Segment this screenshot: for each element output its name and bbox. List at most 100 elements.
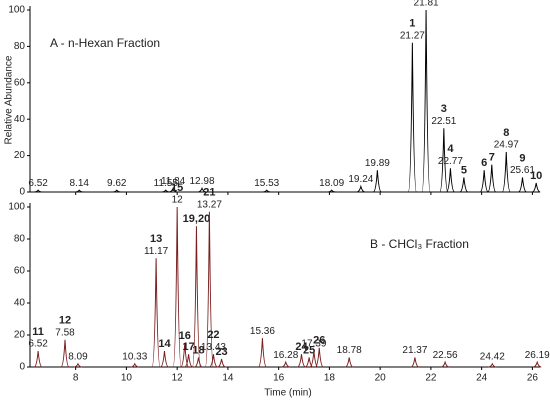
peak [407, 42, 417, 193]
y-tick-label: 80 [14, 234, 26, 245]
peak-time-label: 12 [172, 195, 184, 206]
peak-number: 11 [32, 326, 44, 338]
peak-number: 25 [303, 344, 315, 356]
peak-time-label: 6.52 [28, 178, 48, 189]
panel-title: A - n-Hexan Fraction [50, 36, 160, 50]
x-tick-label: 18 [324, 373, 336, 384]
peak-number: 1 [409, 18, 415, 30]
peak-number: 3 [441, 103, 447, 115]
peak [75, 189, 84, 193]
y-tick-label: 100 [8, 5, 25, 16]
peak [191, 226, 201, 368]
peak-number: 22 [207, 329, 219, 341]
peak-time-label: 22.77 [438, 156, 463, 167]
peak-number: 13 [150, 233, 162, 245]
y-tick-label: 20 [14, 150, 26, 161]
y-tick-label: 60 [14, 266, 26, 277]
peak [169, 187, 178, 193]
y-tick-label: 40 [14, 114, 26, 125]
x-tick-label: 26 [527, 373, 539, 384]
peak-number: 23 [215, 346, 227, 358]
peak-time-label: 22.51 [431, 116, 456, 127]
y-axis-label: Relative Abundance [4, 55, 15, 144]
peak [172, 206, 182, 368]
peak [112, 189, 121, 193]
peak [33, 350, 43, 368]
peak [327, 189, 336, 193]
peak-number: 17 [182, 341, 194, 353]
peak [533, 360, 542, 368]
peak [34, 189, 43, 193]
y-tick-label: 60 [14, 77, 26, 88]
x-tick-label: 16 [273, 373, 285, 384]
peak-time-label: 13.43 [201, 342, 226, 353]
peak-time-label: 11.55 [154, 178, 179, 189]
peak-time-label: 25.61 [510, 165, 535, 176]
peak [446, 168, 455, 193]
y-tick-label: 100 [8, 202, 25, 213]
peak-time-label: 15.36 [250, 326, 275, 337]
peak [459, 177, 469, 193]
y-tick-label: 0 [19, 362, 25, 373]
peak [262, 189, 271, 193]
peak-number: 21 [203, 187, 215, 199]
x-tick-label: 10 [121, 373, 133, 384]
peak-time-label: 21.27 [400, 30, 425, 41]
peak-time-label: 8.14 [69, 178, 89, 189]
peak-time-label: 7.58 [55, 327, 75, 338]
peak-number: 5 [461, 164, 467, 176]
peak-time-label: 8.09 [68, 351, 88, 362]
peak-time-label: 15.53 [254, 178, 279, 189]
peak-number: 6 [481, 157, 487, 169]
peak [441, 360, 450, 368]
x-tick-label: 24 [476, 373, 488, 384]
peak [151, 258, 161, 368]
peak-time-label: 17.39 [301, 339, 326, 350]
x-tick-label: 8 [73, 373, 79, 384]
peak [439, 128, 449, 193]
peak-number: 26 [313, 335, 325, 347]
peak-number: 14 [158, 338, 171, 350]
peak-time-label: 12.98 [190, 176, 215, 187]
peak-time-label: 10.33 [122, 351, 147, 362]
peak [487, 164, 497, 193]
peak-number: 12 [59, 315, 71, 327]
peak [297, 354, 306, 368]
peak [258, 338, 267, 368]
peak [60, 339, 70, 368]
peak [184, 354, 193, 368]
peak [194, 357, 203, 368]
peak-time-label: 26.19 [525, 350, 550, 361]
x-tick-label: 14 [222, 373, 234, 384]
peak-number: 9 [519, 152, 525, 164]
x-tick-label: 20 [375, 373, 387, 384]
peak [488, 362, 497, 368]
peak [197, 187, 207, 193]
peak [532, 182, 541, 193]
peak-number: 7 [489, 152, 495, 164]
peak-time-label: 18.09 [319, 178, 344, 189]
peak-number: 18 [192, 344, 204, 356]
peak [410, 357, 420, 368]
peak-time-label: 13.27 [197, 199, 222, 210]
peak-time-label: 9.62 [107, 178, 127, 189]
peak [281, 360, 290, 368]
peak [479, 170, 489, 193]
peak-number: 16 [179, 330, 191, 342]
peak-time-label: 16.28 [273, 350, 298, 361]
peak [304, 357, 314, 368]
peak-time-label: 19.89 [365, 158, 390, 169]
peak-time-label: 11.17 [144, 246, 169, 257]
peak-time-label: 21.81 [414, 0, 439, 9]
peak-time-label: 18.78 [337, 345, 362, 356]
peak [180, 342, 190, 368]
peak-number: 10 [530, 170, 542, 182]
peak [130, 362, 139, 368]
peak-number: 19,20 [183, 213, 211, 225]
x-axis-label: Time (min) [264, 388, 311, 399]
x-tick-label: 12 [172, 373, 184, 384]
y-tick-label: 20 [14, 330, 26, 341]
peak [161, 189, 170, 193]
peak [209, 354, 218, 368]
